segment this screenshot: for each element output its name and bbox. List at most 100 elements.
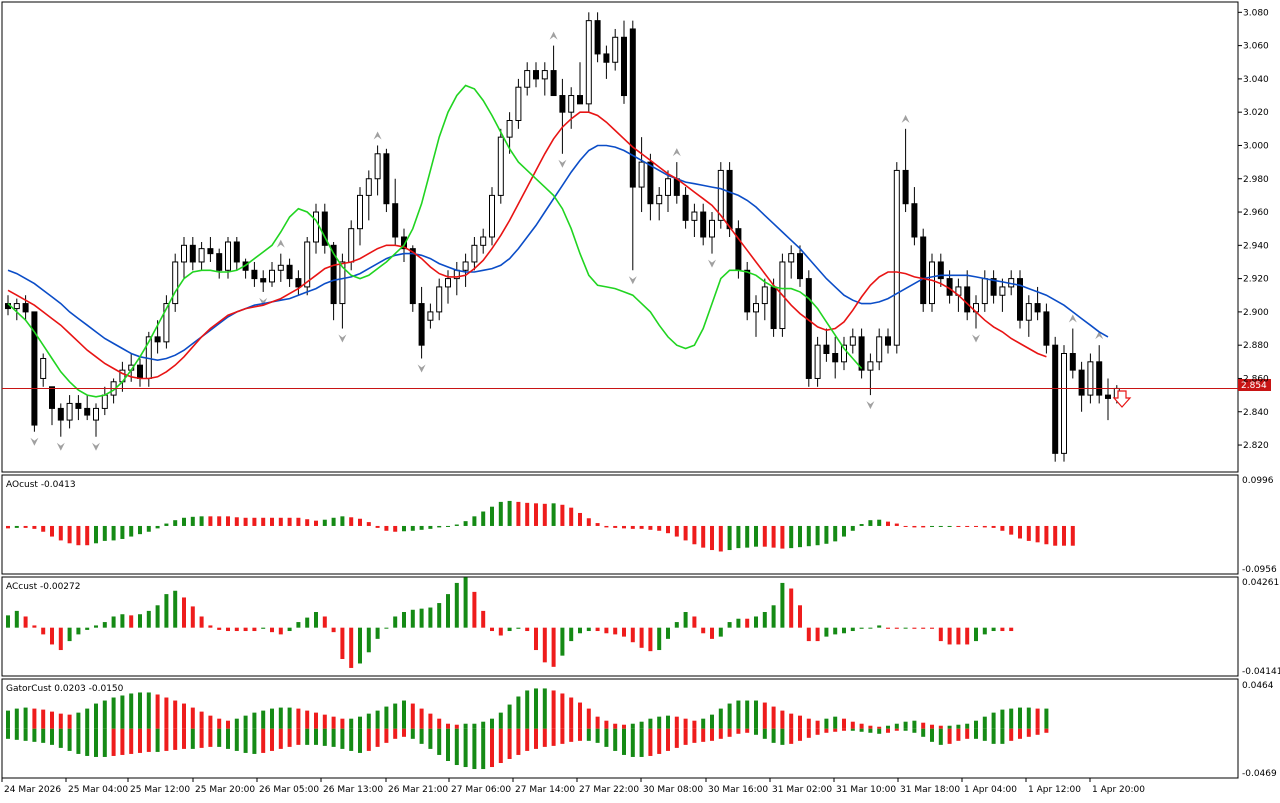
candle-body: [920, 236, 927, 305]
ac-bar: [349, 627, 354, 668]
gator-lower-bar: [67, 728, 72, 751]
gator-upper-bar: [287, 707, 292, 729]
gator-lower-bar: [833, 728, 838, 732]
gator-upper-bar: [481, 721, 486, 729]
gator-lower-bar: [437, 728, 442, 755]
candle-body: [709, 219, 715, 238]
ac-bar: [622, 627, 626, 637]
gator-upper-bar: [551, 690, 556, 729]
gator-upper-bar: [947, 725, 952, 729]
candle-body: [893, 169, 900, 346]
candle-body: [814, 344, 821, 379]
ao-bar: [974, 525, 978, 527]
gator-lower-bar: [32, 728, 37, 742]
ao-bar: [578, 512, 582, 526]
ao-bar: [446, 525, 450, 527]
gator-upper-bar: [428, 713, 433, 729]
candle-body: [717, 169, 724, 221]
gator-lower-bar: [278, 728, 283, 749]
gator-lower-bar: [384, 728, 389, 743]
gator-upper-bar: [710, 714, 714, 729]
gator-upper-bar: [595, 716, 600, 729]
ac-bar: [710, 627, 714, 639]
gator-lower-bar: [982, 728, 987, 741]
candle-body: [471, 244, 478, 263]
ao-bar: [393, 525, 398, 532]
ao-pane[interactable]: [1, 474, 1239, 575]
candle-body: [57, 407, 64, 421]
ac-bar: [745, 618, 750, 628]
fractal-down-icon: [558, 159, 567, 168]
main-price-pane[interactable]: [1, 1, 1239, 473]
ao-bar: [14, 525, 19, 528]
time-axis: 24 Mar 2026 25 Mar 04:00 25 Mar 12:00 25 Ma…: [1, 778, 1145, 795]
gator-lower-bar: [243, 728, 248, 753]
ao-bar: [217, 516, 222, 526]
candle-body: [524, 70, 531, 88]
gator-upper-bar: [120, 695, 125, 729]
candle-body: [937, 261, 944, 280]
candle-body: [198, 248, 205, 263]
gator-lower-bar: [630, 728, 635, 757]
gator-upper-bar: [322, 714, 327, 729]
time-axis-label: 24 Mar 2026: [4, 785, 61, 795]
ac-bar: [490, 627, 494, 632]
candle-body: [75, 402, 82, 409]
ao-bar: [718, 525, 723, 552]
ac-bar: [498, 627, 503, 636]
gator-upper-bar: [278, 707, 283, 729]
candle-body: [339, 261, 346, 305]
candle-body: [981, 278, 988, 305]
gator-histogram: [6, 688, 1049, 770]
ac-bar: [155, 605, 160, 628]
ac-bar: [463, 577, 468, 628]
gator-lower-bar: [912, 728, 917, 733]
candle-body: [260, 278, 267, 283]
ao-bar: [340, 516, 345, 526]
fractal-up-icon: [1095, 331, 1104, 340]
gator-upper-bar: [569, 697, 574, 729]
gator-upper-bar: [437, 718, 442, 729]
ac-pane[interactable]: [1, 576, 1239, 677]
fractal-up-icon: [672, 148, 681, 157]
ao-bar: [806, 525, 811, 547]
ao-bar: [604, 525, 609, 528]
candle-body: [788, 253, 795, 263]
ao-bar: [886, 521, 890, 526]
candle-body: [462, 261, 469, 271]
gator-pane[interactable]: [1, 678, 1239, 779]
gator-lower-bar: [683, 728, 688, 745]
ac-bar: [648, 627, 653, 652]
gator-lower-bar: [815, 728, 820, 735]
ac-bar: [384, 627, 389, 629]
gator-upper-bar: [639, 721, 644, 729]
ao-bar: [173, 520, 178, 526]
ac-bar: [815, 627, 820, 642]
ao-bar: [481, 511, 486, 526]
candle-body: [304, 241, 311, 288]
gator-upper-bar: [613, 723, 618, 729]
ac-bar: [111, 616, 116, 628]
ac-bar: [666, 627, 670, 639]
gator-lower-bar: [190, 728, 195, 749]
ao-bar: [67, 525, 72, 544]
ac-bar: [419, 608, 424, 628]
candle-body: [832, 353, 839, 363]
ac-bar: [798, 605, 802, 628]
candle-body: [770, 286, 777, 330]
ac-bar: [718, 627, 723, 637]
gator-lower-bar: [956, 728, 961, 741]
candle-body: [550, 70, 557, 97]
gator-lower-bar: [287, 728, 292, 747]
candle-body: [383, 153, 390, 205]
ac-bar: [410, 609, 415, 628]
gator-upper-bar: [578, 702, 582, 729]
time-axis-label: 25 Mar 12:00: [130, 785, 190, 795]
gator-lower-bar: [842, 728, 846, 731]
gator-lower-bar: [199, 728, 204, 748]
ac-bar: [903, 627, 908, 629]
ao-bar: [270, 517, 274, 526]
time-axis-label: 25 Mar 20:00: [195, 785, 255, 795]
gator-upper-bar: [366, 713, 371, 729]
